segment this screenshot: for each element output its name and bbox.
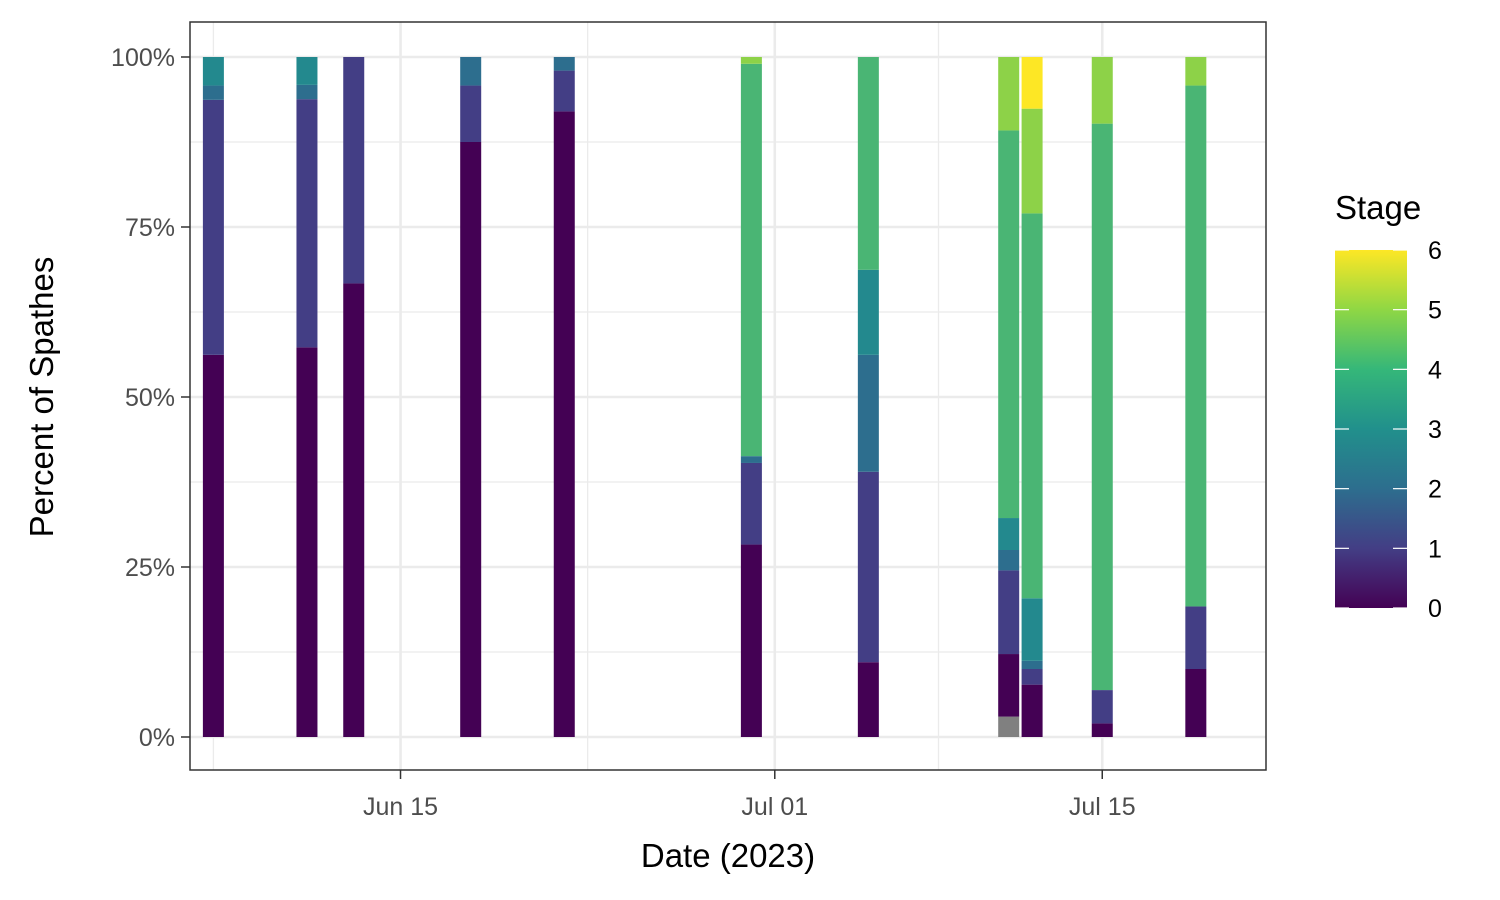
bar-segment bbox=[740, 63, 762, 457]
bar-segment bbox=[1185, 606, 1207, 669]
legend-label: 2 bbox=[1428, 476, 1442, 504]
x-axis: Jun 15 Jul 01 Jul 15 bbox=[363, 770, 1136, 821]
bar-segment bbox=[553, 57, 575, 71]
bar-segment bbox=[296, 99, 318, 348]
y-tick-label: 75% bbox=[125, 214, 175, 242]
bar-segment bbox=[740, 57, 762, 64]
bars bbox=[202, 57, 1207, 737]
y-axis: 0% 25% 50% 75% 100% bbox=[111, 44, 190, 752]
bar-segment bbox=[1021, 660, 1043, 669]
bar-segment bbox=[1021, 108, 1043, 214]
bar-segment bbox=[296, 84, 318, 100]
bar-segment bbox=[202, 57, 224, 86]
legend-label: 3 bbox=[1428, 416, 1442, 444]
bar-segment bbox=[857, 662, 879, 737]
bar-segment bbox=[1021, 213, 1043, 599]
bar-segment bbox=[740, 544, 762, 737]
bar-segment bbox=[460, 85, 482, 142]
y-tick-label: 25% bbox=[125, 554, 175, 582]
bar-segment bbox=[202, 354, 224, 737]
bar-segment bbox=[1021, 57, 1043, 109]
y-axis-title: Percent of Spathes bbox=[23, 257, 60, 538]
x-tick-label: Jun 15 bbox=[363, 793, 438, 821]
y-tick-label: 100% bbox=[111, 44, 175, 72]
bar-segment bbox=[296, 347, 318, 737]
bar-segment bbox=[460, 57, 482, 86]
bar-segment bbox=[740, 462, 762, 545]
bar-segment bbox=[296, 57, 318, 85]
bar-segment bbox=[553, 70, 575, 112]
bar-segment bbox=[857, 269, 879, 355]
x-tick-label: Jul 01 bbox=[741, 793, 808, 821]
bar-segment bbox=[1185, 85, 1207, 607]
legend-label: 5 bbox=[1428, 297, 1442, 325]
bar-segment bbox=[857, 57, 879, 270]
legend-label: 6 bbox=[1428, 237, 1442, 265]
bar-segment bbox=[1091, 57, 1113, 124]
bar-segment bbox=[1185, 57, 1207, 86]
bar-segment bbox=[460, 142, 482, 737]
bar-segment bbox=[343, 283, 365, 737]
legend-label: 0 bbox=[1428, 595, 1442, 623]
bar-segment bbox=[998, 57, 1020, 131]
bar-segment bbox=[998, 518, 1020, 550]
legend-ticks: 0 1 2 3 4 5 6 bbox=[1335, 237, 1442, 623]
bar-segment bbox=[1185, 669, 1207, 737]
bar-segment bbox=[857, 354, 879, 472]
legend-title: Stage bbox=[1335, 189, 1421, 226]
bar-segment bbox=[202, 85, 224, 100]
bar-segment bbox=[998, 654, 1020, 717]
bar-segment bbox=[998, 570, 1020, 655]
bar-segment bbox=[998, 716, 1020, 737]
legend: Stage 0 1 2 3 4 5 6 bbox=[1335, 189, 1442, 623]
y-tick-label: 50% bbox=[125, 384, 175, 412]
bar-segment bbox=[857, 471, 879, 663]
bar-segment bbox=[740, 456, 762, 463]
bar-segment bbox=[1091, 123, 1113, 691]
legend-label: 4 bbox=[1428, 356, 1442, 384]
y-tick-label: 0% bbox=[139, 724, 175, 752]
bar-segment bbox=[343, 57, 365, 284]
bar-segment bbox=[1021, 684, 1043, 737]
bar-segment bbox=[998, 550, 1020, 571]
bar-segment bbox=[1091, 690, 1113, 724]
bar-segment bbox=[1091, 723, 1113, 737]
x-tick-label: Jul 15 bbox=[1069, 793, 1136, 821]
legend-label: 1 bbox=[1428, 535, 1442, 563]
bar-segment bbox=[998, 130, 1020, 519]
x-axis-title: Date (2023) bbox=[641, 837, 815, 874]
bar-segment bbox=[202, 99, 224, 355]
bar-segment bbox=[1021, 669, 1043, 685]
bar-segment bbox=[553, 111, 575, 737]
plot-border bbox=[189, 21, 1267, 771]
bar-segment bbox=[1021, 598, 1043, 661]
